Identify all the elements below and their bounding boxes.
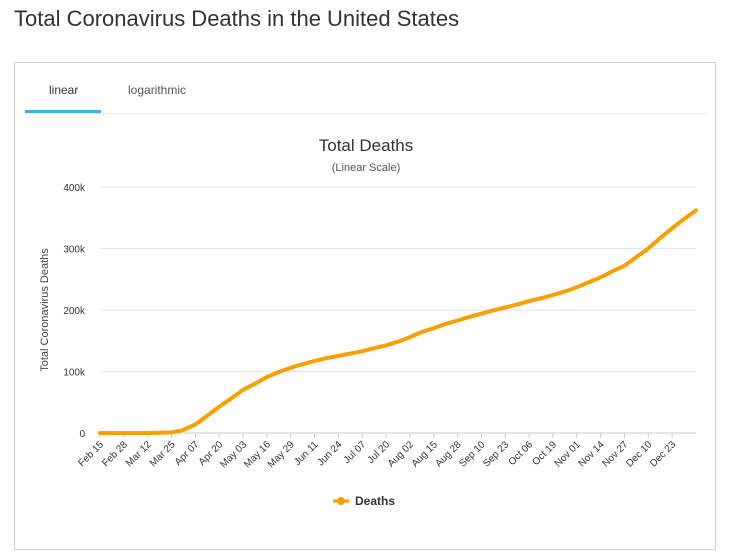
x-tick-label: Feb 15 <box>76 439 106 469</box>
y-axis-title: Total Coronavirus Deaths <box>39 248 51 372</box>
chart-panel: linear logarithmic <box>14 62 716 550</box>
y-tick-label: 300k <box>63 245 86 256</box>
chart-subtitle: (Linear Scale) <box>332 162 400 174</box>
legend-label-deaths: Deaths <box>355 494 395 508</box>
page-title: Total Coronavirus Deaths in the United S… <box>14 6 460 31</box>
x-tick-label: Jun 11 <box>292 439 321 468</box>
x-tick-label: Oct 06 <box>507 439 536 468</box>
y-tick-label: 100k <box>63 368 86 379</box>
legend[interactable]: Deaths <box>333 494 395 508</box>
series-line-deaths[interactable] <box>98 208 698 435</box>
chart-title: Total Deaths <box>319 136 414 155</box>
x-tick-label: Dec 23 <box>648 439 678 469</box>
x-tick-label: Sep 23 <box>481 439 511 469</box>
active-tab-indicator <box>25 110 101 113</box>
x-tick-label: Jul 07 <box>342 439 369 466</box>
y-tick-label: 400k <box>63 183 86 194</box>
x-tick-label: Apr 07 <box>173 439 202 468</box>
y-tick-label: 200k <box>63 306 86 317</box>
x-tick-label: Mar 25 <box>148 439 178 469</box>
legend-marker <box>337 497 345 505</box>
y-tick-label: 0 <box>79 429 85 440</box>
x-tick-label: Feb 28 <box>100 439 130 469</box>
tab-logarithmic[interactable]: logarithmic <box>128 83 187 97</box>
series-layer <box>98 208 698 435</box>
tab-linear[interactable]: linear <box>49 83 79 97</box>
x-tick-label: Jun 24 <box>316 439 345 468</box>
y-axis-ticks: 0 100k 200k 300k 400k <box>63 183 86 440</box>
grid-lines <box>100 186 696 434</box>
x-tick-label: Mar 12 <box>124 439 154 469</box>
x-tick-label: May 29 <box>266 439 297 470</box>
scale-tabs: linear logarithmic <box>25 75 707 114</box>
